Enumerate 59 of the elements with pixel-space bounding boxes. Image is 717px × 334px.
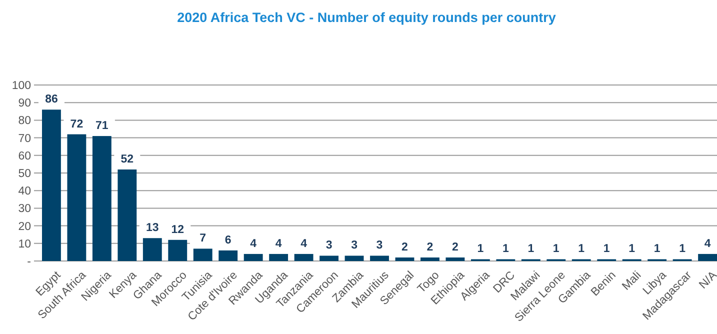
y-tick-label: 60	[18, 150, 31, 162]
bar	[320, 256, 338, 261]
bar	[218, 250, 238, 261]
y-tick-label: 90	[18, 98, 31, 110]
bar	[118, 169, 137, 261]
y-tick-label: 100	[12, 80, 31, 92]
bar	[269, 254, 288, 261]
bar	[344, 256, 364, 261]
data-label: 1	[654, 243, 661, 256]
data-label: 1	[528, 243, 535, 256]
data-label: 1	[552, 243, 560, 256]
data-label: 4	[275, 238, 282, 250]
bar	[370, 256, 389, 261]
data-label: 3	[326, 240, 332, 252]
bar	[67, 134, 86, 261]
data-label: 1	[477, 243, 484, 256]
bar	[698, 254, 717, 261]
data-label: 2	[452, 241, 458, 254]
bar	[168, 240, 188, 261]
data-label: 1	[679, 243, 686, 256]
data-label: 71	[96, 120, 109, 132]
data-label: 3	[376, 240, 383, 252]
data-label: 1	[603, 243, 610, 256]
y-tick-label: 80	[18, 115, 31, 128]
data-label: 1	[502, 243, 510, 256]
bar	[395, 257, 414, 261]
bar	[142, 238, 162, 261]
bar	[42, 110, 61, 261]
bar	[193, 248, 212, 261]
data-label: 2	[402, 241, 408, 254]
bar	[420, 257, 440, 261]
data-label: 13	[146, 222, 159, 234]
data-label: 52	[120, 153, 134, 166]
y-tick-label: 40	[18, 186, 31, 198]
data-label: 2	[426, 241, 434, 254]
bar	[446, 257, 465, 261]
chart-title: 2020 Africa Tech VC - Number of equity rounds per country	[177, 10, 556, 25]
data-label: 1	[628, 243, 636, 256]
bar	[244, 254, 263, 261]
y-tick-label: 50	[18, 168, 31, 180]
data-label: 4	[704, 238, 712, 250]
y-tick-label: 20	[18, 220, 31, 233]
x-tick-label: N/A	[697, 269, 717, 292]
y-tick-label: 10	[18, 238, 31, 250]
y-tick-label: -	[27, 256, 32, 268]
data-label: 12	[171, 224, 184, 236]
data-label: 4	[300, 238, 308, 250]
data-label: 72	[70, 118, 84, 130]
data-label: 86	[45, 94, 58, 106]
y-tick-label: 30	[18, 203, 31, 216]
data-label: 6	[224, 234, 232, 246]
y-tick-label: 70	[18, 132, 31, 145]
data-label: 3	[351, 240, 358, 252]
data-label: 1	[578, 243, 586, 256]
data-label: 4	[250, 238, 258, 250]
data-label: 7	[200, 232, 206, 245]
bar	[294, 254, 314, 261]
bar	[92, 136, 112, 261]
x-tick-label: Mali	[620, 269, 644, 293]
